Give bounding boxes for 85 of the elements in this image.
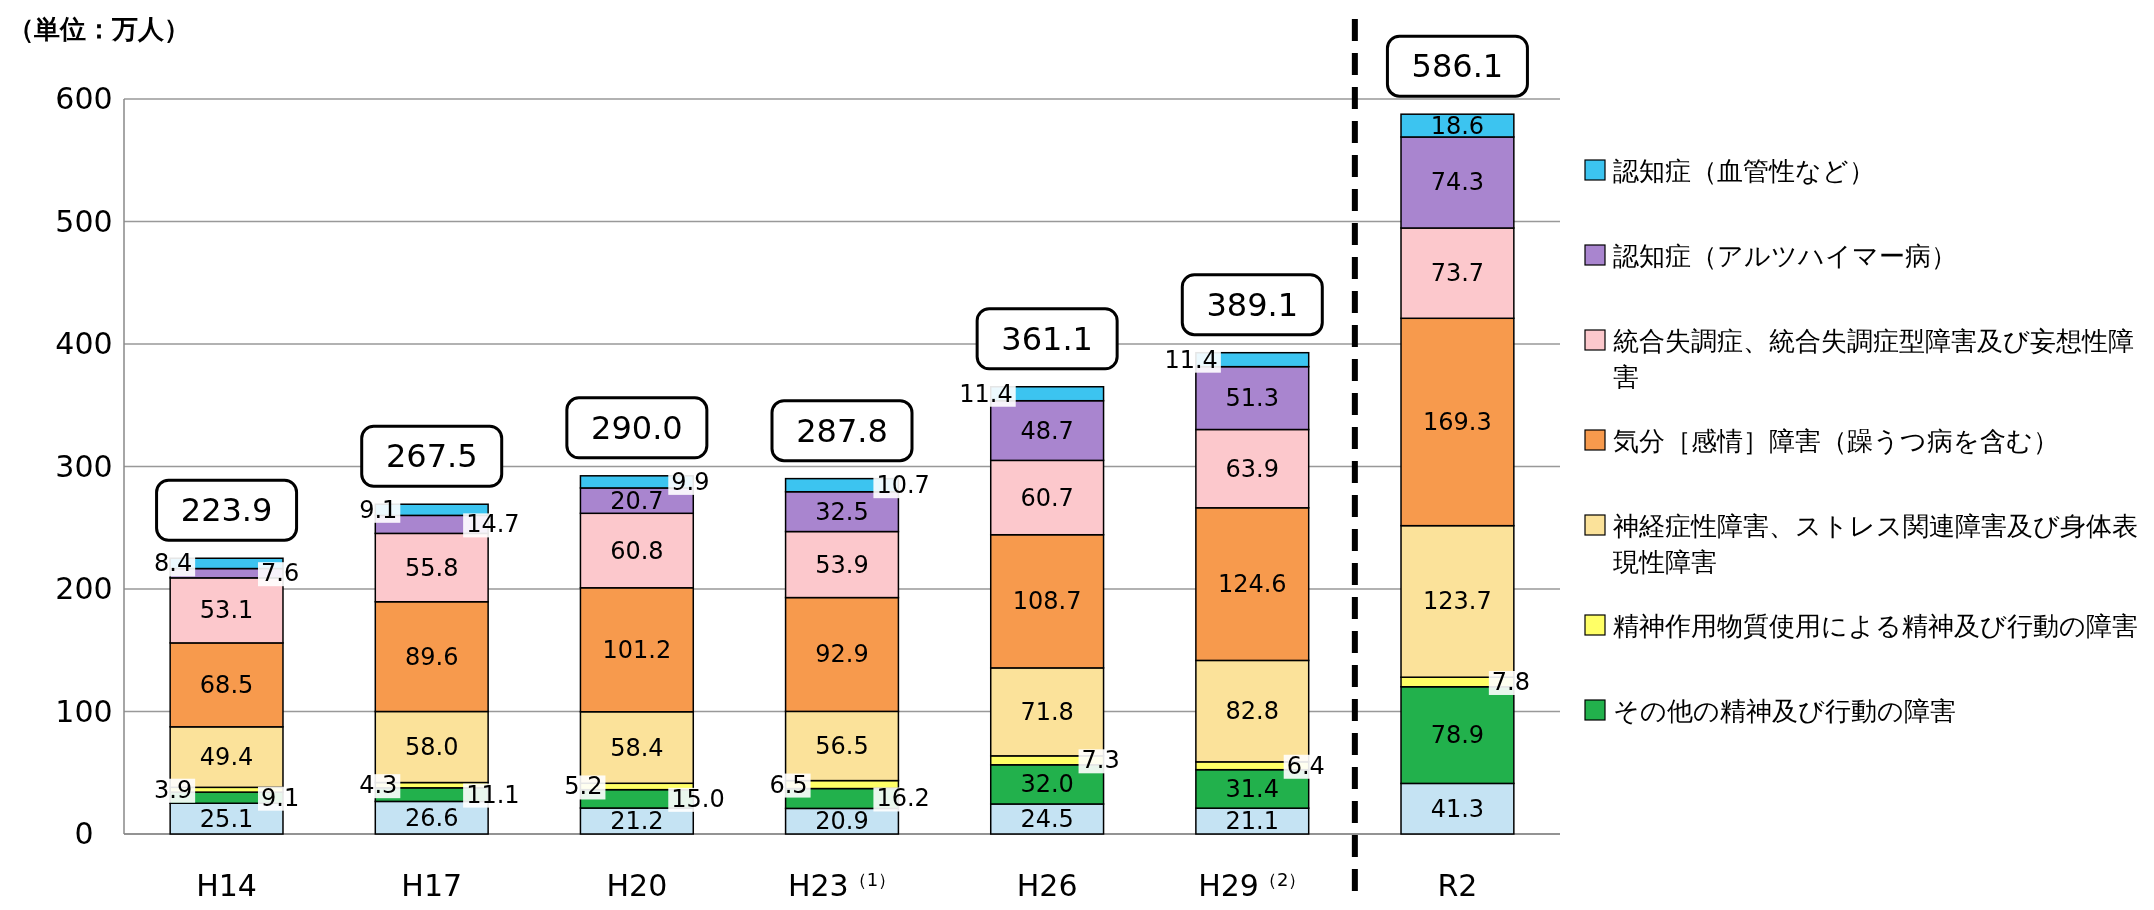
y-axis-title: （単位：万人） xyxy=(8,14,190,44)
data-label: 58.0 xyxy=(405,733,459,762)
data-label: 48.7 xyxy=(1020,416,1074,445)
data-label: 11.4 xyxy=(1164,345,1218,374)
data-label: 49.4 xyxy=(199,743,254,772)
legend-label: 神経症性障害、ストレス関連障害及び身体表現性障害 xyxy=(1613,511,2138,577)
data-label: 53.9 xyxy=(815,550,869,579)
data-label: 8.4 xyxy=(153,549,193,578)
data-label: 71.8 xyxy=(1020,697,1074,726)
data-label: 58.4 xyxy=(610,733,664,762)
data-label: 6.5 xyxy=(769,770,808,799)
annotation: 267.5 xyxy=(385,437,478,476)
text: 586.1 xyxy=(1411,47,1504,86)
y-tick-label: 500 xyxy=(55,203,113,239)
x-tick-label: H26 xyxy=(1016,868,1078,903)
data-label: 169.3 xyxy=(1423,407,1492,436)
data-label: 41.3 xyxy=(1430,794,1485,823)
data-label: 56.5 xyxy=(815,731,869,760)
y-tick-label: 300 xyxy=(55,448,113,484)
data-label: 60.8 xyxy=(610,536,664,565)
data-label: 9.9 xyxy=(671,467,710,496)
data-label: 21.2 xyxy=(610,807,664,836)
data-label: 7.8 xyxy=(1491,667,1531,696)
y-tick-label: 200 xyxy=(55,571,113,606)
annotation: 290.0 xyxy=(591,408,683,447)
data-label: 15.0 xyxy=(671,784,725,813)
data-label: 11.4 xyxy=(959,379,1013,408)
y-tick-label: 600 xyxy=(55,81,113,116)
data-label: 63.9 xyxy=(1225,454,1279,483)
data-label: 9.1 xyxy=(260,783,300,812)
data-label: 92.9 xyxy=(815,640,869,669)
data-label: 25.1 xyxy=(199,804,254,833)
data-label: 7.6 xyxy=(260,559,300,588)
data-label: 53.1 xyxy=(199,596,254,625)
x-tick-label: H23$^{（1）}$ xyxy=(787,868,897,903)
data-label: 14.7 xyxy=(466,510,520,539)
data-label: 55.8 xyxy=(405,553,459,582)
data-label: 16.2 xyxy=(876,784,930,813)
data-label: 6.4 xyxy=(1286,751,1325,780)
data-label: 24.5 xyxy=(1020,804,1074,833)
legend-label: 統合失調症、統合失調症型障害及び妄想性障害 xyxy=(1613,326,2134,392)
x-tick-label: H29$^{（2）}$ xyxy=(1198,868,1307,903)
data-label: 60.7 xyxy=(1020,483,1074,512)
y-tick-label: 0 xyxy=(74,816,94,851)
y-tick-label: 400 xyxy=(55,326,113,361)
annotation: 223.9 xyxy=(180,491,273,530)
legend-label: 気分［感情］障害（躁うつ病を含む） xyxy=(1613,426,2059,456)
x-tick-label: H17 xyxy=(401,868,463,903)
data-label: 26.6 xyxy=(405,803,459,832)
data-label: 20.7 xyxy=(610,486,664,515)
data-label: 18.6 xyxy=(1430,111,1485,140)
data-label: 5.2 xyxy=(564,772,603,801)
data-label: 123.7 xyxy=(1423,587,1492,616)
data-label: 32.5 xyxy=(815,497,869,526)
data-label: 32.0 xyxy=(1020,770,1074,799)
x-tick-label: H20 xyxy=(606,868,668,903)
x-tick-label: R2 xyxy=(1437,868,1478,903)
data-label: 11.1 xyxy=(466,780,520,809)
legend-label: 精神作用物質使用による精神及び行動の障害 xyxy=(1613,611,2138,641)
y-tick-label: 100 xyxy=(55,693,113,729)
data-label: 21.1 xyxy=(1225,807,1279,836)
data-label: 78.9 xyxy=(1430,721,1485,750)
data-label: 124.6 xyxy=(1217,570,1287,599)
data-label: 7.3 xyxy=(1081,746,1120,775)
legend-label: その他の精神及び行動の障害 xyxy=(1613,696,1956,726)
x-tick-label: H14 xyxy=(196,868,257,903)
annotation: 389.1 xyxy=(1206,285,1299,324)
data-label: 9.1 xyxy=(359,495,398,524)
data-label: 31.4 xyxy=(1225,774,1279,803)
data-label: 4.3 xyxy=(359,771,398,800)
data-label: 20.9 xyxy=(815,807,869,836)
legend-label: 認知症（血管性など） xyxy=(1613,156,1875,186)
data-label: 3.9 xyxy=(153,775,193,804)
data-label: 73.7 xyxy=(1430,259,1485,288)
data-label: 10.7 xyxy=(876,471,930,500)
data-label: 82.8 xyxy=(1225,697,1279,726)
data-label: 51.3 xyxy=(1225,384,1279,413)
data-label: 108.7 xyxy=(1012,587,1082,616)
data-label: 89.6 xyxy=(405,642,459,671)
legend-label: 認知症（アルツハイマー病） xyxy=(1613,241,1957,271)
data-label: 68.5 xyxy=(199,670,254,699)
annotation: 361.1 xyxy=(1001,319,1093,358)
data-label: 101.2 xyxy=(602,635,672,664)
annotation: 287.8 xyxy=(796,411,888,450)
data-label: 74.3 xyxy=(1430,168,1485,197)
